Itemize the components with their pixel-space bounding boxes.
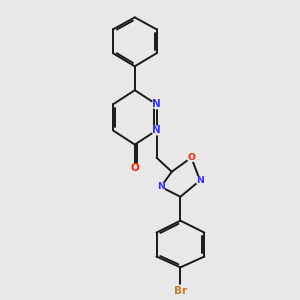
Circle shape bbox=[174, 285, 187, 297]
Text: N: N bbox=[196, 176, 204, 185]
Text: N: N bbox=[152, 99, 161, 109]
Circle shape bbox=[152, 126, 161, 135]
Circle shape bbox=[196, 176, 204, 184]
Text: Br: Br bbox=[174, 286, 187, 296]
Circle shape bbox=[152, 100, 161, 109]
Circle shape bbox=[130, 164, 140, 173]
Circle shape bbox=[157, 183, 165, 191]
Text: O: O bbox=[187, 153, 195, 162]
Text: O: O bbox=[130, 164, 139, 173]
Text: N: N bbox=[152, 125, 161, 135]
Text: N: N bbox=[157, 182, 165, 191]
Circle shape bbox=[188, 154, 195, 161]
